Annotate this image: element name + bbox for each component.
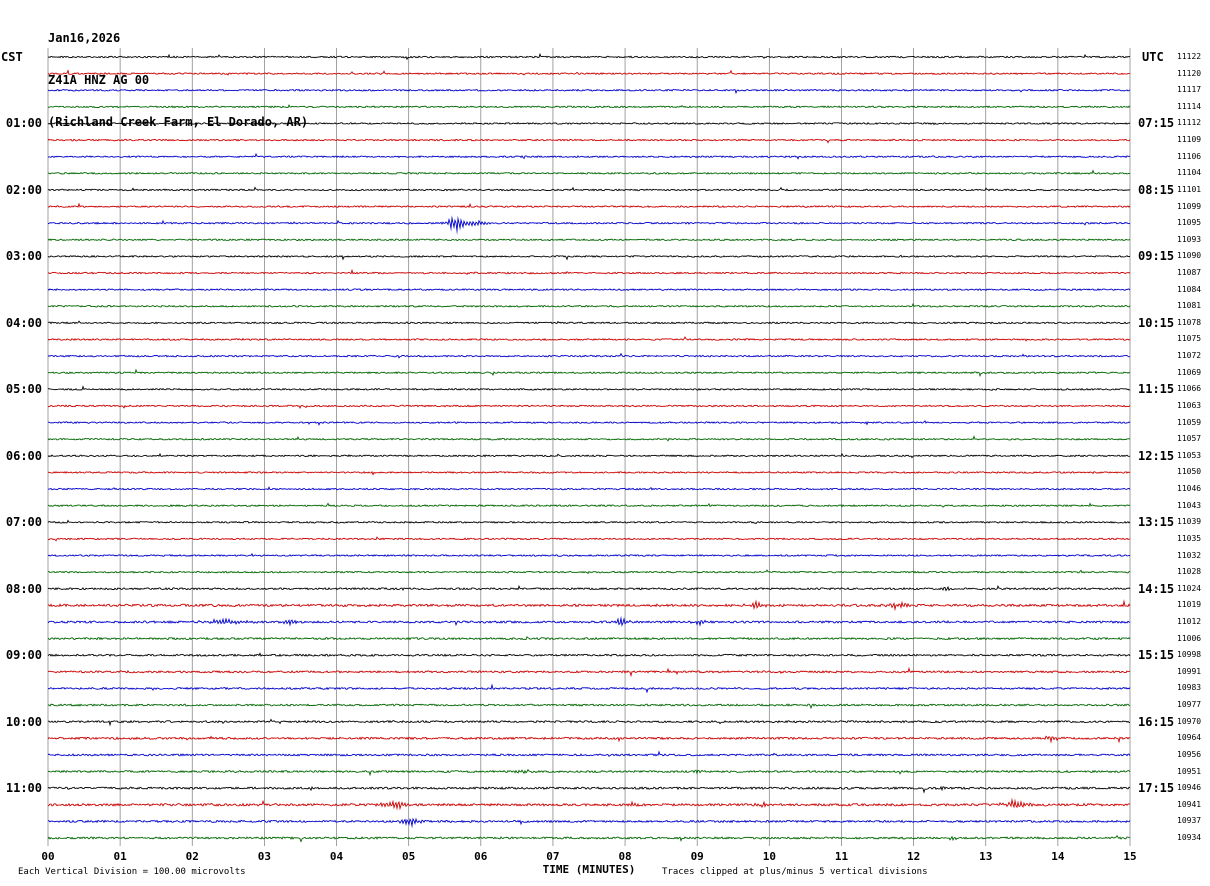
x-axis-tick-label: 04	[329, 850, 344, 863]
footer-scale-note: Each Vertical Division = 100.00 microvol…	[18, 867, 246, 877]
left-axis-header: CST	[1, 50, 23, 64]
x-axis-tick-label: 00	[41, 850, 55, 863]
cst-hour-label: 04:00	[5, 315, 42, 330]
x-axis-tick-label: 02	[185, 850, 199, 863]
cst-hour-label: 01:00	[5, 116, 42, 131]
x-axis-tick-label: 03	[257, 850, 272, 863]
trace-sequence-number: 11006	[1177, 633, 1202, 643]
utc-hour-label: 13:15	[1138, 515, 1175, 530]
cst-hour-label: 03:00	[5, 249, 42, 264]
trace-sequence-number: 10970	[1177, 716, 1202, 726]
trace-sequence-number: 11057	[1177, 434, 1202, 444]
utc-hour-label: 14:15	[1138, 581, 1175, 596]
trace-sequence-number: 11050	[1177, 467, 1202, 477]
title-block: Jan16,2026 Z41A HNZ AG 00 (Richland Cree…	[48, 3, 308, 157]
trace-sequence-number: 11039	[1177, 517, 1202, 527]
cst-hour-label: 11:00	[5, 781, 42, 796]
trace-sequence-number: 11101	[1177, 184, 1202, 194]
trace-sequence-number: 11024	[1177, 583, 1202, 593]
x-axis-tick-label: 14	[1051, 850, 1065, 863]
trace-sequence-number: 10951	[1177, 766, 1202, 776]
trace-sequence-number: 11028	[1177, 567, 1202, 577]
utc-hour-label: 08:15	[1138, 182, 1175, 197]
utc-hour-label: 09:15	[1138, 249, 1175, 264]
x-axis-tick-label: 11	[834, 850, 849, 863]
trace-sequence-number: 11043	[1177, 500, 1202, 510]
footer-clip-note: Traces clipped at plus/minus 5 vertical …	[662, 867, 928, 877]
trace-sequence-number: 11090	[1177, 251, 1202, 261]
title-date: Jan16,2026	[48, 31, 121, 45]
utc-hour-label: 10:15	[1138, 315, 1175, 330]
trace-sequence-number: 10977	[1177, 700, 1202, 710]
trace-sequence-number: 10964	[1177, 733, 1202, 743]
utc-hour-label: 15:15	[1138, 648, 1175, 663]
trace-sequence-number: 10983	[1177, 683, 1202, 693]
trace-sequence-number: 11099	[1177, 201, 1202, 211]
utc-hour-label: 12:15	[1138, 448, 1175, 463]
utc-hour-label: 11:15	[1138, 382, 1175, 397]
cst-hour-label: 10:00	[5, 714, 42, 729]
trace-sequence-number: 11112	[1177, 118, 1202, 128]
trace-sequence-number: 11117	[1177, 85, 1202, 95]
cst-hour-label: 05:00	[5, 382, 42, 397]
x-axis-tick-label: 10	[762, 850, 776, 863]
x-axis-tick-label: 06	[474, 850, 488, 863]
x-axis-tick-label: 15	[1123, 850, 1137, 863]
trace-sequence-number: 11066	[1177, 384, 1202, 394]
trace-sequence-number: 11093	[1177, 234, 1202, 244]
x-axis-tick-label: 01	[113, 850, 127, 863]
title-station: Z41A HNZ AG 00	[48, 73, 150, 87]
trace-sequence-number: 11032	[1177, 550, 1202, 560]
utc-hour-label: 07:15	[1138, 116, 1175, 131]
trace-sequence-number: 11120	[1177, 68, 1202, 78]
trace-sequence-number: 10941	[1177, 799, 1202, 809]
cst-hour-label: 07:00	[5, 515, 42, 530]
trace-sequence-number: 11035	[1177, 533, 1202, 543]
trace-sequence-number: 11114	[1177, 101, 1202, 111]
trace-sequence-number: 11109	[1177, 135, 1202, 145]
trace-sequence-number: 11012	[1177, 616, 1202, 626]
trace-sequence-number: 11063	[1177, 400, 1202, 410]
trace-sequence-number: 11053	[1177, 450, 1202, 460]
trace-sequence-number: 11122	[1177, 52, 1202, 61]
trace-sequence-number: 11106	[1177, 151, 1202, 161]
trace-sequence-number: 11046	[1177, 484, 1202, 494]
x-axis-tick-label: 05	[402, 850, 416, 863]
trace-sequence-number: 11019	[1177, 600, 1202, 610]
trace-sequence-number: 10934	[1177, 833, 1202, 842]
utc-hour-label: 17:15	[1138, 781, 1175, 796]
cst-hour-label: 02:00	[5, 182, 42, 197]
title-location: (Richland Creek Farm, El Dorado, AR)	[48, 115, 309, 129]
x-axis-tick-label: 09	[690, 850, 704, 863]
x-axis-tick-label: 12	[906, 850, 921, 863]
x-axis-tick-label: 08	[618, 850, 632, 863]
x-axis-label: TIME (MINUTES)	[542, 863, 636, 876]
x-axis-tick-label: 07	[546, 850, 560, 863]
trace-sequence-number: 10998	[1177, 650, 1202, 660]
trace-sequence-number: 11059	[1177, 417, 1202, 427]
trace-sequence-number: 11095	[1177, 218, 1202, 228]
right-axis-header: UTC	[1142, 50, 1164, 64]
trace-sequence-number: 10937	[1177, 816, 1202, 826]
trace-sequence-number: 11069	[1177, 367, 1202, 377]
trace-sequence-number: 11075	[1177, 334, 1202, 344]
x-axis-tick-label: 13	[979, 850, 993, 863]
cst-hour-label: 06:00	[5, 448, 42, 463]
trace-sequence-number: 11072	[1177, 351, 1202, 361]
trace-sequence-number: 11087	[1177, 268, 1202, 278]
trace-sequence-number: 11078	[1177, 317, 1202, 327]
utc-hour-label: 16:15	[1138, 714, 1175, 729]
cst-hour-label: 09:00	[5, 648, 42, 663]
trace-sequence-number: 10956	[1177, 749, 1202, 759]
trace-sequence-number: 10991	[1177, 666, 1202, 676]
trace-sequence-number: 11104	[1177, 168, 1202, 178]
trace-sequence-number: 11081	[1177, 301, 1202, 311]
cst-hour-label: 08:00	[5, 581, 42, 596]
trace-sequence-number: 10946	[1177, 783, 1202, 793]
trace-sequence-number: 11084	[1177, 284, 1202, 294]
